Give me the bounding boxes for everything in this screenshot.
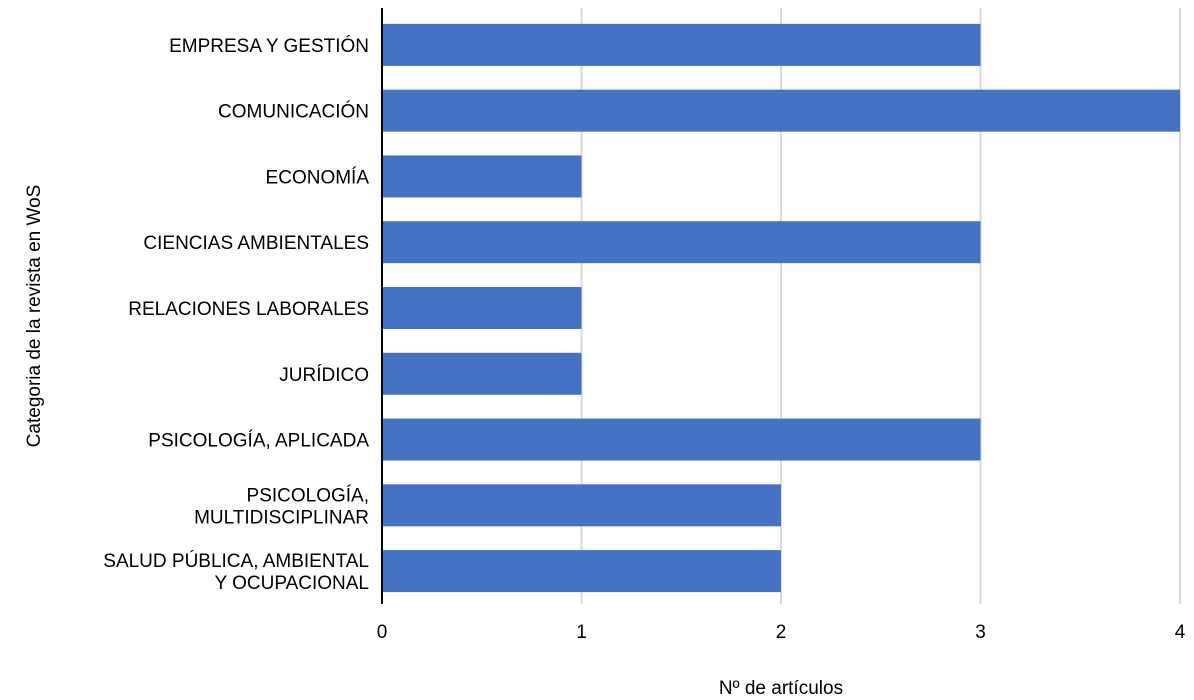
bar <box>382 23 981 66</box>
x-tick-label: 2 <box>776 622 787 643</box>
category-label-line: Y OCUPACIONAL <box>214 573 369 594</box>
category-label: COMUNICACIÓN <box>218 101 369 123</box>
category-label: RELACIONES LABORALES <box>128 299 369 320</box>
category-label: EMPRESA Y GESTIÓN <box>169 35 369 57</box>
category-label: ECONOMÍA <box>266 167 370 188</box>
category-label-line: RELACIONES LABORALES <box>128 299 369 320</box>
bar <box>382 484 781 527</box>
x-tick-labels: 0 1 2 3 4 <box>377 622 1186 643</box>
bar <box>382 418 981 461</box>
category-label-line: COMUNICACIÓN <box>218 101 369 123</box>
x-tick-label: 4 <box>1175 622 1186 643</box>
category-label-line: JURÍDICO <box>279 365 369 386</box>
bar <box>382 550 781 593</box>
category-label-line: PSICOLOGÍA, APLICADA <box>148 431 369 452</box>
bar <box>382 89 1180 132</box>
x-tick-label: 3 <box>975 622 986 643</box>
category-label-line: ECONOMÍA <box>266 167 370 188</box>
category-label: CIENCIAS AMBIENTALES <box>143 233 369 254</box>
bar <box>382 287 582 329</box>
bar <box>382 155 582 198</box>
category-labels: EMPRESA Y GESTIÓN COMUNICACIÓN ECONOMÍA CIE… <box>103 35 369 594</box>
category-label: JURÍDICO <box>279 365 369 386</box>
category-label-line: PSICOLOGÍA, <box>247 485 369 506</box>
category-label: SALUD PÚBLICA, AMBIENTAL Y OCUPACIONAL <box>103 550 369 594</box>
category-label-line: CIENCIAS AMBIENTALES <box>143 233 369 254</box>
x-tick-label: 1 <box>576 622 587 643</box>
x-tick-label: 0 <box>377 622 388 643</box>
category-label-line: EMPRESA Y GESTIÓN <box>169 35 369 57</box>
bar <box>382 352 582 395</box>
y-axis-title: Categoria de la revista en WoS <box>24 185 45 448</box>
category-label-line: SALUD PÚBLICA, AMBIENTAL <box>103 550 369 572</box>
category-label-line: MULTIDISCIPLINAR <box>194 507 369 528</box>
category-label: PSICOLOGÍA, APLICADA <box>148 431 369 452</box>
bars <box>382 23 1180 593</box>
bar <box>382 221 981 264</box>
category-label: PSICOLOGÍA, MULTIDISCIPLINAR <box>194 485 369 528</box>
x-axis-title: Nº de artículos <box>719 678 843 699</box>
